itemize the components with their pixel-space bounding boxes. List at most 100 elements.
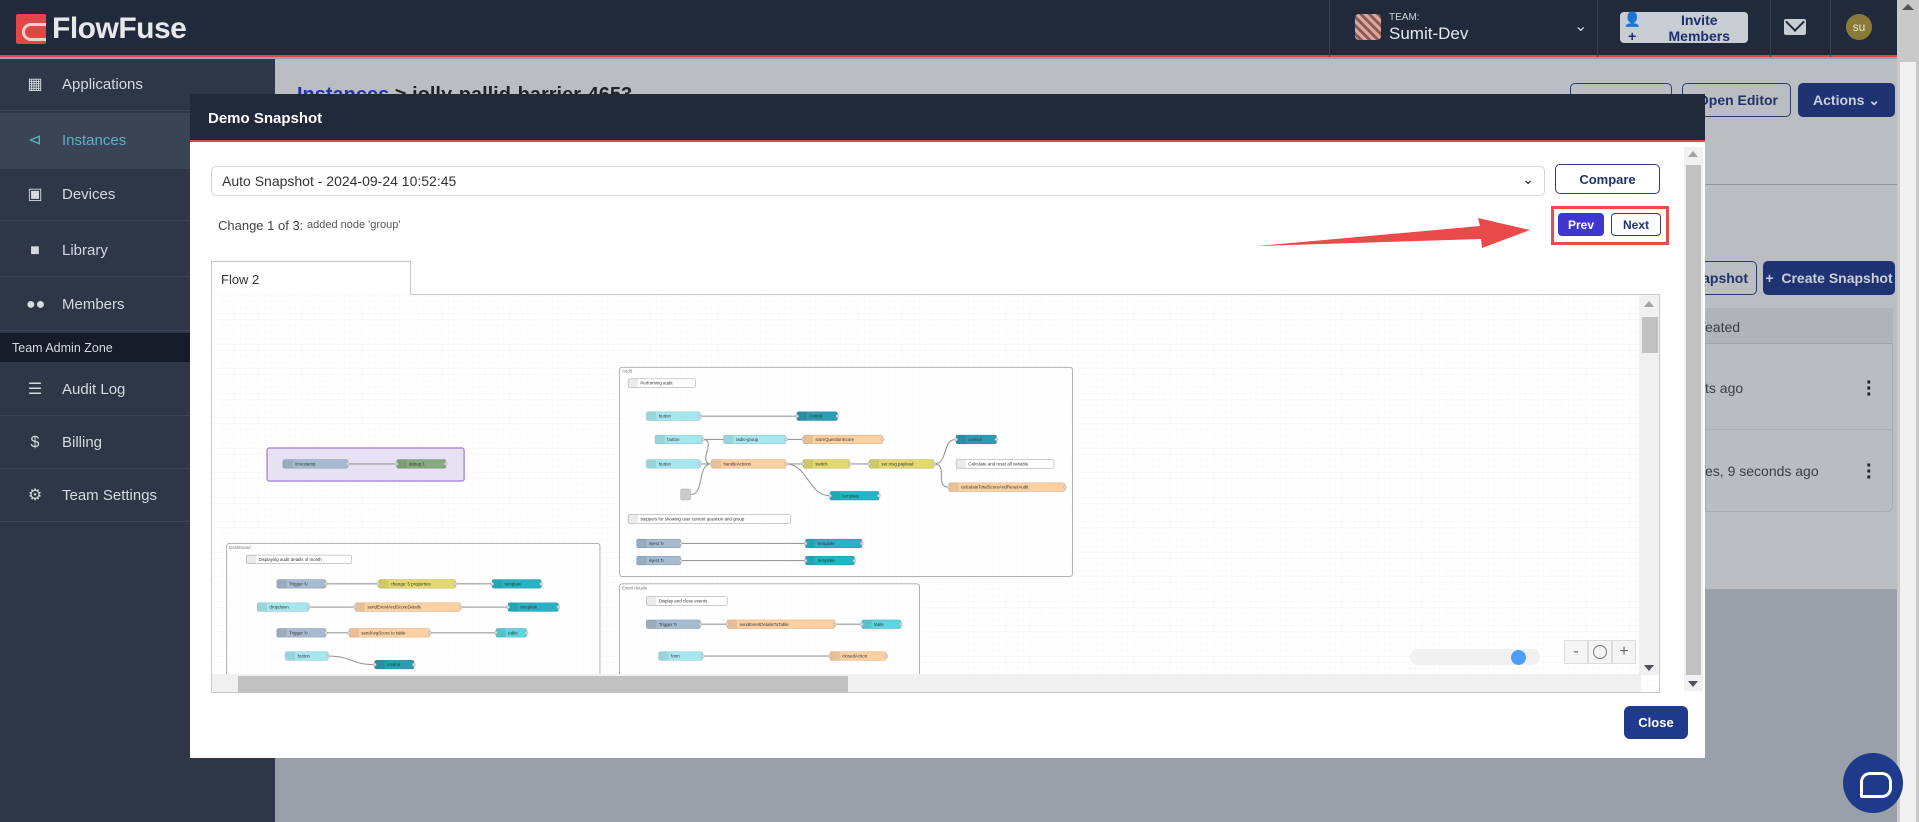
input-port[interactable] bbox=[946, 485, 951, 489]
flow-node-inject[interactable]: inject ↻ bbox=[636, 556, 683, 566]
output-port[interactable] bbox=[443, 462, 448, 466]
input-port[interactable] bbox=[803, 541, 808, 546]
output-port[interactable] bbox=[1063, 485, 1067, 489]
output-port[interactable] bbox=[932, 462, 936, 466]
zoom-reset-button[interactable] bbox=[1588, 640, 1612, 664]
input-port[interactable] bbox=[828, 493, 832, 498]
flow-node-template[interactable]: template bbox=[803, 538, 864, 548]
compare-button[interactable]: Compare bbox=[1555, 164, 1660, 194]
flow-wire[interactable] bbox=[933, 438, 957, 465]
flow-node-comment[interactable]: Performing audit bbox=[627, 378, 696, 388]
flow-wire[interactable] bbox=[702, 438, 712, 465]
kebab-menu-icon[interactable]: · · · bbox=[1866, 455, 1873, 489]
output-port[interactable] bbox=[852, 558, 857, 563]
sidebar-item-billing[interactable]: $ Billing bbox=[0, 417, 275, 469]
flow-node-change[interactable]: set msg.payload bbox=[867, 459, 936, 469]
flow-node-body[interactable] bbox=[680, 488, 691, 501]
zoom-slider[interactable] bbox=[1410, 649, 1540, 665]
output-port[interactable] bbox=[994, 437, 999, 442]
flow-group[interactable] bbox=[619, 366, 1073, 577]
close-button[interactable]: Close bbox=[1624, 706, 1688, 739]
input-port[interactable] bbox=[803, 558, 808, 563]
flow-node-ui[interactable]: dropdown bbox=[257, 602, 311, 612]
output-port[interactable] bbox=[700, 654, 705, 658]
input-port[interactable] bbox=[347, 631, 351, 635]
input-port[interactable] bbox=[490, 582, 495, 586]
flow-node-change[interactable]: switch bbox=[801, 459, 852, 469]
flow-node-inject[interactable]: Trigger ↻ bbox=[646, 619, 703, 629]
invite-members-button[interactable]: 👤+ Invite Members bbox=[1620, 11, 1748, 44]
flow-node-function[interactable]: sendEventDetailsToTable bbox=[725, 619, 837, 629]
flow-canvas[interactable]: Audit Dashboard Event details Performing au… bbox=[211, 294, 1660, 693]
flow-node-control[interactable]: control bbox=[954, 434, 999, 444]
output-port[interactable] bbox=[698, 414, 703, 418]
output-port[interactable] bbox=[698, 462, 703, 466]
actions-button[interactable]: Actions ⌄ bbox=[1798, 83, 1895, 117]
tab-flow-2[interactable]: Flow 2 bbox=[211, 261, 411, 295]
scroll-up-icon[interactable] bbox=[1644, 301, 1654, 307]
output-port[interactable] bbox=[784, 437, 788, 442]
flow-group[interactable] bbox=[619, 583, 920, 693]
scroll-down-icon[interactable] bbox=[1688, 681, 1698, 687]
user-avatar[interactable]: su bbox=[1846, 14, 1872, 40]
output-port[interactable] bbox=[877, 493, 881, 498]
output-port[interactable] bbox=[412, 662, 416, 667]
snapshot-select[interactable]: Auto Snapshot - 2024-09-24 10:52:45 ⌄ bbox=[211, 166, 1545, 196]
output-port[interactable] bbox=[524, 631, 529, 635]
output-port[interactable] bbox=[458, 605, 463, 609]
output-port[interactable] bbox=[847, 462, 852, 466]
input-port[interactable] bbox=[353, 605, 357, 609]
input-port[interactable] bbox=[725, 622, 730, 627]
output-port[interactable] bbox=[698, 622, 703, 627]
flow-node-table[interactable]: table bbox=[860, 619, 903, 629]
output-port[interactable] bbox=[346, 462, 350, 466]
flow-node-template[interactable]: template bbox=[506, 602, 561, 612]
flow-node-table[interactable]: table bbox=[494, 628, 529, 638]
team-selector[interactable]: Sumit-Dev bbox=[1389, 24, 1469, 43]
sidebar-item-library[interactable]: ■ Library bbox=[0, 225, 275, 277]
flow-wire[interactable] bbox=[328, 655, 375, 666]
flow-node-ui[interactable]: form bbox=[658, 651, 705, 661]
output-port[interactable] bbox=[453, 582, 458, 586]
scroll-up-icon[interactable] bbox=[1902, 4, 1914, 10]
flow-group[interactable] bbox=[226, 543, 601, 693]
flow-node-body[interactable] bbox=[627, 514, 792, 524]
mail-icon[interactable] bbox=[1784, 19, 1806, 35]
flow-node-control[interactable]: control bbox=[795, 411, 840, 421]
prev-change-button[interactable]: Prev bbox=[1558, 213, 1604, 236]
flow-node-function[interactable]: handleActions bbox=[709, 459, 788, 469]
chat-support-icon[interactable] bbox=[1843, 753, 1903, 813]
sidebar-item-audit-log[interactable]: ☰ Audit Log bbox=[0, 364, 275, 416]
canvas-horizontal-scrollbar[interactable] bbox=[212, 674, 1641, 692]
kebab-menu-icon[interactable]: · · · bbox=[1866, 372, 1873, 406]
zoom-out-button[interactable]: - bbox=[1564, 640, 1588, 664]
flow-node-function[interactable]: sendAvgScore to table bbox=[347, 628, 432, 638]
output-port[interactable] bbox=[860, 541, 864, 546]
flow-node-ui[interactable]: button bbox=[654, 434, 705, 444]
output-port[interactable] bbox=[700, 437, 705, 442]
flow-node-function[interactable]: sendEventAndScoreDetails bbox=[353, 602, 463, 612]
modal-scrollbar[interactable] bbox=[1684, 147, 1703, 691]
input-port[interactable] bbox=[395, 462, 399, 466]
input-port[interactable] bbox=[494, 631, 498, 635]
input-port[interactable] bbox=[860, 622, 864, 627]
zoom-slider-handle[interactable] bbox=[1511, 650, 1526, 665]
flow-node-body[interactable] bbox=[246, 554, 352, 564]
flow-node-control[interactable]: control bbox=[372, 660, 416, 670]
scrollbar-thumb[interactable] bbox=[1642, 317, 1658, 353]
flow-node-inject[interactable]: Trigger ↻ bbox=[276, 628, 328, 638]
flow-node-template[interactable]: template bbox=[490, 579, 543, 589]
output-port[interactable] bbox=[835, 414, 840, 418]
scrollbar-thumb[interactable] bbox=[238, 676, 848, 692]
input-port[interactable] bbox=[372, 662, 377, 667]
output-port[interactable] bbox=[678, 558, 683, 563]
flow-node-ui[interactable]: button bbox=[646, 459, 703, 469]
flow-node-body[interactable] bbox=[955, 459, 1055, 469]
output-port[interactable] bbox=[428, 631, 432, 635]
flow-node-function[interactable]: closedAction bbox=[828, 651, 889, 661]
flow-node-ui[interactable]: button bbox=[646, 411, 703, 421]
input-port[interactable] bbox=[828, 654, 832, 658]
flow-node-comment[interactable]: Display and close events bbox=[646, 596, 728, 606]
flow-node-template[interactable]: template bbox=[803, 556, 857, 566]
input-port[interactable] bbox=[801, 462, 805, 466]
